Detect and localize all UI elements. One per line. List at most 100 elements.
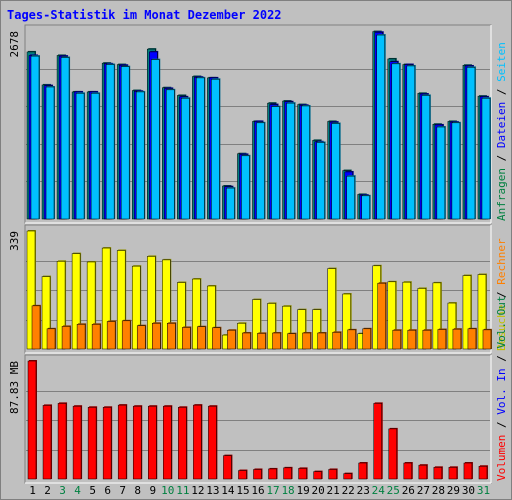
bar-middle-besuche-day-19 [297, 309, 306, 350]
bar-middle-rechner-day-10 [167, 322, 176, 350]
x-tick-label: 28 [432, 484, 445, 497]
bar-middle-rechner-day-25 [392, 329, 402, 350]
bar-middle-rechner-day-21 [332, 332, 341, 350]
x-tick-label: 27 [417, 484, 430, 497]
bar-top-seiten-day-7 [120, 66, 130, 220]
bar-top-seiten-day-18 [286, 102, 295, 220]
bar-middle-rechner-day-1 [31, 305, 41, 350]
x-tick-label: 2 [44, 484, 51, 497]
x-tick-label: 12 [191, 484, 204, 497]
bar-middle-besuche-day-11 [177, 282, 186, 350]
bar-top-seiten-day-23 [361, 195, 370, 220]
chart-title: Tages-Statistik im Monat Dezember 2022 [7, 8, 282, 22]
legend-entry: / [495, 82, 508, 102]
bar-bottom-volumen-day-23 [358, 462, 367, 480]
bar-middle-besuche-day-9 [147, 256, 156, 350]
bar-middle-besuche-day-25 [387, 281, 397, 350]
x-tick-label: 29 [447, 484, 460, 497]
bar-top-seiten-day-6 [105, 64, 115, 220]
x-tick-label: 4 [74, 484, 81, 497]
series-legend: Besuche / Rechner [495, 238, 508, 351]
x-tick-label: 17 [266, 484, 279, 497]
legend-entry: Vol. Out [495, 296, 508, 349]
bar-middle-rechner-day-5 [91, 324, 101, 350]
bar-middle-besuche-day-2 [41, 276, 51, 350]
bar-top-seiten-day-27 [421, 95, 431, 220]
bar-middle-rechner-day-19 [302, 332, 311, 350]
legend-entry: Seiten [495, 42, 508, 82]
bar-middle-rechner-day-26 [407, 329, 417, 350]
x-tick-label: 5 [89, 484, 96, 497]
bar-top-seiten-day-31 [481, 98, 491, 220]
x-tick-label: 25 [387, 484, 400, 497]
x-tick-label: 7 [119, 484, 126, 497]
bar-middle-rechner-day-23 [362, 328, 371, 350]
bar-middle-rechner-day-2 [46, 328, 56, 350]
bar-top-seiten-day-25 [391, 63, 401, 220]
legend-entry: Vol. In [495, 368, 508, 414]
bar-middle-besuche-day-31 [477, 274, 487, 350]
x-tick-label: 20 [312, 484, 325, 497]
x-tick-label: 23 [357, 484, 370, 497]
y-max-label: 339 [8, 231, 21, 251]
bar-middle-besuche-day-26 [402, 281, 412, 350]
bar-bottom-volumen-day-27 [418, 464, 428, 480]
bar-top-seiten-day-29 [451, 122, 461, 220]
bar-bottom-volumen-day-8 [132, 405, 142, 480]
bar-top-seiten-day-13 [211, 79, 220, 220]
bar-middle-rechner-day-20 [317, 332, 326, 350]
bar-top-seiten-day-2 [45, 86, 55, 220]
bar-top-seiten-day-12 [196, 77, 205, 220]
bar-middle-besuche-day-30 [462, 275, 472, 350]
bar-middle-besuche-day-27 [417, 288, 427, 350]
bar-middle-besuche-day-12 [192, 278, 201, 350]
legend-entry: / [495, 349, 508, 369]
bar-bottom-volumen-day-20 [313, 471, 322, 480]
bar-bottom-volumen-day-18 [283, 467, 292, 480]
legend-entry: Dateien [495, 102, 508, 148]
bar-bottom-volumen-day-6 [102, 407, 112, 480]
bar-middle-rechner-day-12 [197, 326, 206, 350]
x-tick-label: 31 [477, 484, 490, 497]
bar-bottom-volumen-day-25 [388, 428, 398, 480]
bar-bottom-volumen-day-5 [87, 407, 97, 480]
bar-top-seiten-day-11 [181, 98, 190, 220]
bar-middle-rechner-day-17 [272, 332, 281, 350]
bar-top-seiten-day-30 [466, 67, 476, 220]
x-tick-label: 3 [59, 484, 66, 497]
bar-middle-besuche-day-4 [71, 253, 81, 350]
bar-top-seiten-day-22 [346, 175, 355, 220]
bar-middle-rechner-day-4 [76, 324, 86, 350]
bar-top-seiten-day-24 [376, 34, 385, 220]
bar-bottom-volumen-day-26 [403, 462, 413, 480]
bar-bottom-volumen-day-11 [178, 407, 187, 480]
legend-entry: Rechner [495, 238, 508, 285]
bar-top-seiten-day-17 [271, 106, 280, 220]
bar-middle-rechner-day-6 [106, 321, 116, 350]
bar-bottom-volumen-day-21 [328, 469, 337, 480]
bar-bottom-volumen-day-17 [268, 468, 277, 480]
x-tick-label: 1 [29, 484, 36, 497]
bar-bottom-volumen-day-31 [478, 465, 488, 480]
legend-entry: Volumen [495, 435, 508, 481]
bar-middle-besuche-day-28 [432, 282, 442, 350]
bar-middle-rechner-day-16 [257, 333, 266, 350]
bar-bottom-volumen-day-29 [448, 467, 458, 480]
bar-middle-besuche-day-1 [26, 230, 36, 350]
bar-bottom-volumen-day-3 [57, 403, 67, 480]
bar-bottom-volumen-day-13 [208, 405, 217, 480]
x-tick-label: 6 [104, 484, 111, 497]
bar-top-seiten-day-28 [436, 126, 446, 220]
bar-middle-rechner-day-11 [182, 327, 191, 350]
bar-bottom-volumen-day-19 [298, 468, 307, 480]
bar-middle-rechner-day-13 [212, 327, 221, 350]
series-legend: Volumen / Vol. In / Vol. Out [495, 296, 508, 481]
bar-top-seiten-day-26 [406, 65, 416, 220]
legend-entry: / [495, 285, 508, 305]
bar-bottom-volumen-day-30 [463, 462, 473, 480]
bar-bottom-volumen-day-9 [148, 405, 157, 480]
bar-middle-besuche-day-7 [116, 250, 126, 350]
x-tick-label: 13 [206, 484, 219, 497]
bar-middle-rechner-day-28 [437, 329, 447, 350]
